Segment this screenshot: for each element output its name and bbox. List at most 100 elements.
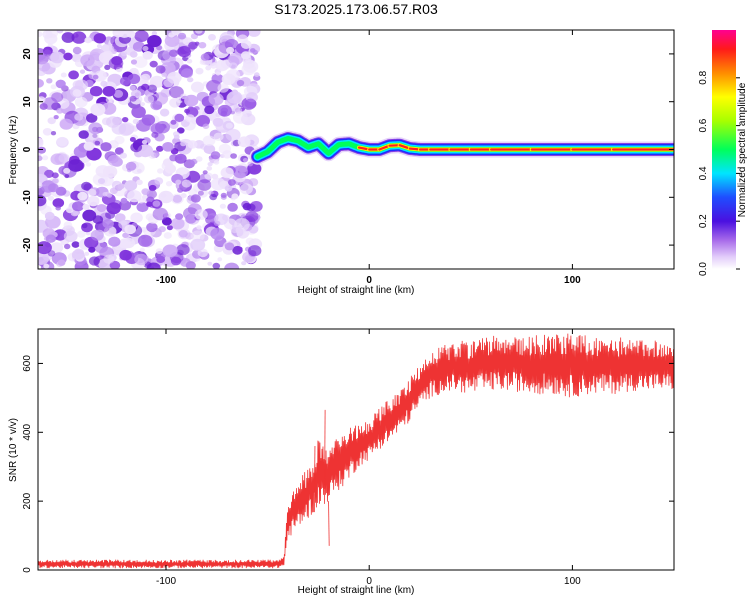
noise-blob [210,228,224,240]
noise-blob [178,33,186,40]
colorbar-tick-label: 0.2 [698,214,709,228]
noise-blob [135,30,149,42]
noise-blob [72,250,84,260]
noise-blob [88,247,95,253]
noise-blob [241,51,251,59]
noise-blob [35,182,43,188]
noise-blob [147,35,162,47]
noise-blob [103,255,114,264]
noise-blob [165,164,176,174]
noise-blob [233,111,248,123]
noise-blob [127,190,142,202]
noise-blob [196,68,204,75]
noise-blob [198,191,204,196]
colorbar-tick-label: 0.0 [698,262,709,276]
noise-blob [73,89,82,97]
noise-blob [36,156,43,162]
noise-blob [107,202,121,214]
noise-blob [153,201,161,207]
noise-blob [103,219,114,228]
snr-spike [329,501,330,546]
noise-region [31,25,262,275]
noise-blob [217,257,222,261]
noise-blob [164,232,172,239]
noise-blob [188,42,198,50]
noise-blob [88,122,102,134]
noise-blob [151,132,158,138]
noise-blob [54,115,59,119]
y-tick-label: 0 [22,567,33,573]
noise-blob [63,53,72,61]
noise-blob [156,65,166,73]
noise-blob [229,62,237,69]
noise-blob [119,122,134,135]
noise-blob [211,151,221,159]
noise-blob [130,51,138,58]
noise-blob [48,250,56,256]
noise-blob [68,159,83,172]
noise-blob [207,166,213,171]
noise-blob [42,155,48,160]
noise-blob [110,188,118,195]
noise-blob [121,198,128,204]
noise-blob [144,95,154,104]
noise-blob [242,63,256,75]
noise-blob [221,193,227,198]
noise-blob [173,195,183,203]
noise-blob [72,201,84,211]
x-tick-label: -100 [156,275,176,286]
noise-blob [248,245,261,256]
noise-blob [214,214,228,226]
noise-blob [94,33,106,43]
spectrogram-y-label: Frequency (Hz) [8,116,19,185]
noise-blob [174,135,180,140]
noise-blob [86,162,91,166]
noise-blob [84,142,95,151]
noise-blob [58,260,66,266]
noise-blob [226,47,234,54]
noise-blob [142,140,147,144]
noise-blob [204,106,214,115]
noise-blob [162,73,167,78]
noise-blob [182,180,192,188]
noise-blob [64,231,78,242]
colorbar: 0.00.20.40.60.8 Normalized spectral ampl… [698,30,748,276]
noise-blob [214,160,220,165]
noise-blob [120,153,127,159]
noise-blob [103,86,116,97]
noise-blob [51,84,57,89]
noise-blob [140,248,145,252]
noise-blob [185,114,195,122]
noise-blob [66,207,73,213]
noise-blob [213,263,221,269]
noise-blob [48,196,54,201]
noise-blob [59,154,70,163]
noise-blob [220,204,226,209]
noise-blob [77,192,87,201]
snr-spike [314,446,315,512]
noise-blob [103,192,108,196]
noise-blob [248,26,261,37]
noise-blob [230,153,237,159]
y-tick-label: 400 [22,424,33,441]
noise-blob [87,196,99,206]
y-tick-label: -20 [22,237,33,252]
noise-blob [169,50,178,57]
noise-blob [140,102,145,106]
noise-blob [93,75,99,80]
y-tick-label: 600 [22,355,33,372]
noise-blob [48,183,59,192]
noise-blob [124,225,136,235]
noise-blob [75,97,88,108]
noise-blob [179,230,188,238]
noise-blob [119,250,132,261]
noise-blob [156,248,163,254]
noise-blob [52,178,59,183]
noise-blob [147,85,157,93]
noise-blob [184,95,198,107]
noise-blob [187,59,193,64]
noise-blob [95,141,101,146]
noise-blob [225,242,235,250]
